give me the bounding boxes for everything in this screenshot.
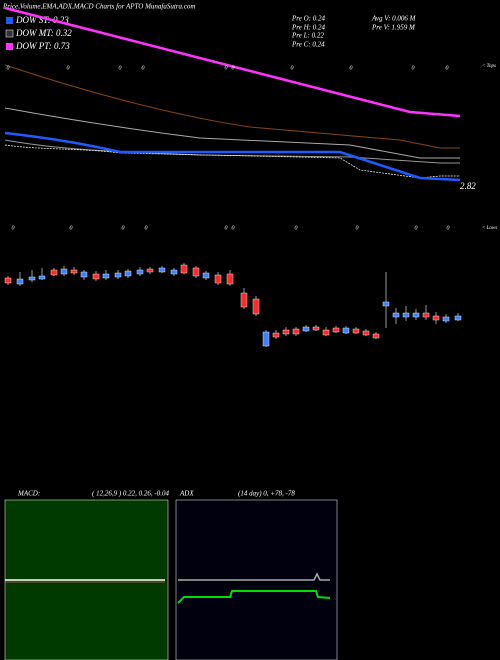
pre-value: Pre O: 0.24 [291, 15, 325, 23]
candle [158, 267, 166, 273]
legend-item: DOW MT: 0.32 [15, 28, 72, 38]
dow-st-line [4, 131, 461, 182]
candle [302, 326, 310, 332]
legend-item: DOW ST: 0.23 [15, 15, 69, 25]
candle [214, 274, 222, 284]
candles [4, 263, 462, 347]
legend-item: DOW PT: 0.73 [15, 41, 70, 51]
title: Price,Volume,EMA,ADX,MACD Charts for APT… [2, 3, 195, 11]
top-mark: 0 [291, 65, 294, 71]
low-mark: 0 [232, 225, 235, 231]
adx-label: ADX [179, 490, 194, 498]
pre-value: Pre L: 0.22 [291, 32, 324, 40]
candle [352, 328, 360, 334]
candle [4, 277, 12, 284]
low-mark: 0 [12, 225, 15, 231]
candle [412, 312, 420, 318]
top-mark: 0 [7, 65, 10, 71]
di-line [177, 590, 331, 604]
candle [382, 301, 390, 307]
top-mark: 0 [446, 65, 449, 71]
candle [226, 273, 234, 285]
candle [422, 312, 430, 318]
low-mark: 0 [225, 225, 228, 231]
candle [312, 326, 320, 331]
top-mark: 0 [67, 65, 70, 71]
candle [454, 315, 462, 321]
top-mark: 0 [232, 65, 235, 71]
candle [322, 329, 330, 336]
candle [332, 327, 340, 333]
candle [402, 312, 410, 318]
ema-line [4, 64, 460, 149]
candle [342, 327, 350, 334]
candle [252, 298, 260, 315]
candle [180, 264, 188, 274]
lows-label: < Lows [482, 226, 497, 231]
low-mark: 0 [356, 225, 359, 231]
candle [240, 292, 248, 308]
candle [170, 269, 178, 275]
adx-line [178, 572, 330, 581]
pre-value: Pre H: 0.24 [291, 24, 325, 32]
candle [60, 268, 68, 275]
low-mark: 0 [145, 225, 148, 231]
low-mark: 0 [295, 225, 298, 231]
candle [124, 270, 132, 277]
candle [80, 271, 88, 278]
candle [282, 329, 290, 335]
macd-label: MACD: [17, 490, 40, 498]
candle [192, 267, 200, 277]
candle [38, 275, 46, 280]
candle [272, 332, 280, 338]
legend-swatch [6, 43, 13, 50]
volume-value: Pre V: 1.959 M [371, 24, 416, 32]
low-mark: 0 [415, 225, 418, 231]
candle [392, 312, 400, 318]
candle [50, 269, 58, 276]
top-mark: 0 [119, 65, 122, 71]
volume-value: Avg V: 0.006 M [371, 15, 417, 23]
candle [442, 316, 450, 322]
low-mark: 0 [447, 225, 450, 231]
candle [202, 272, 210, 279]
candle [262, 331, 270, 347]
candle [70, 269, 78, 274]
candle [102, 273, 110, 279]
candle [114, 272, 122, 278]
price-label: 2.82 [460, 181, 476, 191]
tops-label: < Tops [482, 64, 496, 69]
candle [362, 330, 370, 336]
candle [146, 268, 154, 273]
candle [92, 273, 100, 280]
candle [432, 315, 440, 321]
macd-params: ( 12,26,9 ) 0.22, 0.26, -0.04 [92, 490, 169, 498]
top-mark: 0 [412, 65, 415, 71]
top-mark: 0 [142, 65, 145, 71]
ema-line [4, 107, 460, 159]
candle [16, 278, 24, 285]
price-line [4, 144, 460, 179]
dow-pt-line [4, 6, 461, 118]
legend-swatch [6, 17, 13, 24]
candle [28, 276, 36, 281]
pre-value: Pre C: 0.24 [291, 41, 325, 49]
candle [136, 269, 144, 275]
legend-swatch [5, 29, 14, 38]
low-mark: 0 [122, 225, 125, 231]
top-mark: 0 [225, 65, 228, 71]
candle [372, 333, 380, 339]
candle [292, 328, 300, 335]
top-mark: 0 [350, 65, 353, 71]
adx-params: (14 day) 0, +78, -78 [238, 490, 295, 498]
low-mark: 0 [70, 225, 73, 231]
